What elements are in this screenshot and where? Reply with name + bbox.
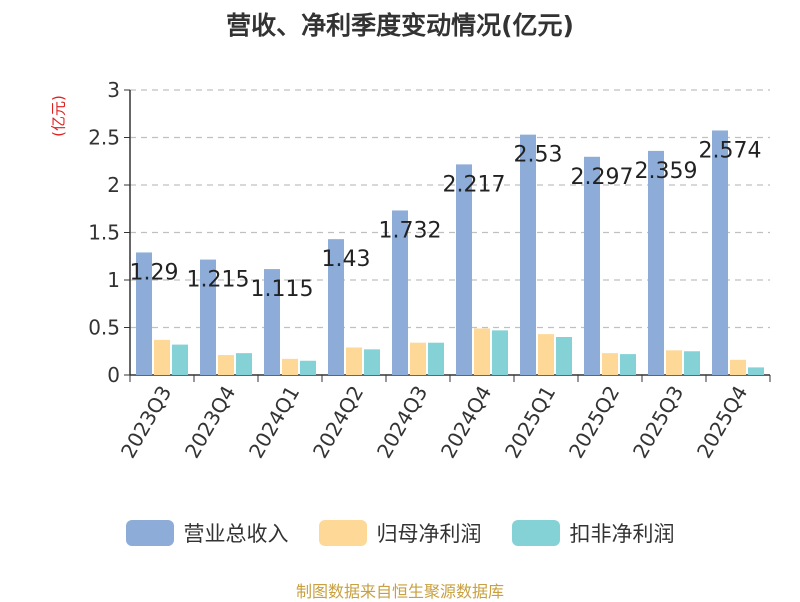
bar-扣非净利润-2024Q3 — [428, 342, 444, 375]
bar-归母净利润-2024Q1 — [282, 358, 298, 375]
bar-扣非净利润-2024Q1 — [300, 360, 316, 375]
x-tick-label: 2025Q2 — [564, 382, 624, 463]
bar-营业总收入-2024Q2 — [328, 239, 344, 375]
legend-item[interactable]: 归母净利润 — [318, 518, 482, 548]
bar-归母净利润-2025Q2 — [602, 353, 618, 375]
bar-归母净利润-2024Q2 — [346, 347, 362, 375]
bar-营业总收入-2023Q3 — [136, 252, 152, 375]
y-tick-label: 1.5 — [88, 221, 120, 245]
bar-归母净利润-2024Q4 — [474, 328, 490, 375]
bar-扣非净利润-2025Q4 — [748, 367, 764, 375]
y-tick-label: 2.5 — [88, 126, 120, 150]
x-tick-label: 2024Q2 — [308, 382, 368, 463]
x-tick-label: 2024Q3 — [372, 382, 432, 463]
bar-扣非净利润-2025Q1 — [556, 337, 572, 375]
data-label: 1.43 — [322, 247, 371, 272]
legend-item[interactable]: 扣非净利润 — [511, 518, 675, 548]
bar-营业总收入-2025Q3 — [648, 150, 664, 375]
y-tick-label: 3 — [107, 78, 120, 102]
x-tick-label: 2025Q4 — [692, 382, 752, 463]
legend-swatch — [511, 520, 560, 546]
bar-营业总收入-2024Q3 — [392, 210, 408, 375]
data-label: 1.29 — [130, 260, 179, 285]
data-label: 2.574 — [699, 138, 762, 163]
bar-营业总收入-2025Q4 — [712, 130, 728, 375]
x-tick-label: 2024Q1 — [244, 382, 304, 463]
x-tick-label: 2023Q3 — [116, 382, 176, 463]
bar-归母净利润-2025Q3 — [666, 350, 682, 375]
bar-营业总收入-2025Q2 — [584, 156, 600, 375]
chart-title: 营收、净利季度变动情况(亿元) — [226, 11, 574, 40]
data-label: 2.217 — [443, 172, 506, 197]
bar-扣非净利润-2025Q2 — [620, 354, 636, 375]
bar-归母净利润-2023Q4 — [218, 355, 234, 375]
data-label: 2.53 — [514, 143, 563, 168]
legend-label: 营业总收入 — [183, 522, 289, 546]
y-tick-label: 0.5 — [88, 316, 120, 340]
x-tick-label: 2023Q4 — [180, 382, 240, 463]
x-tick-label: 2025Q3 — [628, 382, 688, 463]
bar-营业总收入-2024Q4 — [456, 164, 472, 375]
legend-swatch — [125, 520, 174, 546]
data-label: 1.732 — [379, 218, 442, 243]
y-tick-label: 2 — [107, 173, 120, 197]
bar-归母净利润-2025Q1 — [538, 334, 554, 375]
bar-扣非净利润-2024Q4 — [492, 330, 508, 375]
legend: 营业总收入 归母净利润 扣非净利润 — [0, 518, 800, 548]
bar-归母净利润-2023Q3 — [154, 339, 170, 375]
data-label: 2.359 — [635, 159, 698, 184]
data-label: 1.215 — [187, 268, 250, 293]
bar-营业总收入-2025Q1 — [520, 134, 536, 375]
legend-swatch — [318, 520, 367, 546]
data-label: 2.297 — [571, 165, 634, 190]
y-tick-label: 0 — [107, 363, 120, 387]
bar-扣非净利润-2025Q3 — [684, 351, 700, 375]
bar-归母净利润-2024Q3 — [410, 342, 426, 375]
data-label: 1.115 — [251, 277, 314, 302]
x-tick-label: 2024Q4 — [436, 382, 496, 463]
legend-label: 归母净利润 — [376, 522, 482, 546]
bar-营业总收入-2023Q4 — [200, 259, 216, 375]
bar-扣非净利润-2023Q4 — [236, 353, 252, 375]
x-tick-label: 2025Q1 — [500, 382, 560, 463]
bar-营业总收入-2024Q1 — [264, 269, 280, 375]
y-tick-label: 1 — [107, 268, 120, 292]
bar-扣非净利润-2024Q2 — [364, 349, 380, 375]
bar-归母净利润-2025Q4 — [730, 359, 746, 375]
legend-item[interactable]: 营业总收入 — [125, 518, 289, 548]
bar-扣非净利润-2023Q3 — [172, 344, 188, 375]
legend-label: 扣非净利润 — [569, 522, 675, 546]
source-note: 制图数据来自恒生聚源数据库 — [295, 582, 504, 601]
